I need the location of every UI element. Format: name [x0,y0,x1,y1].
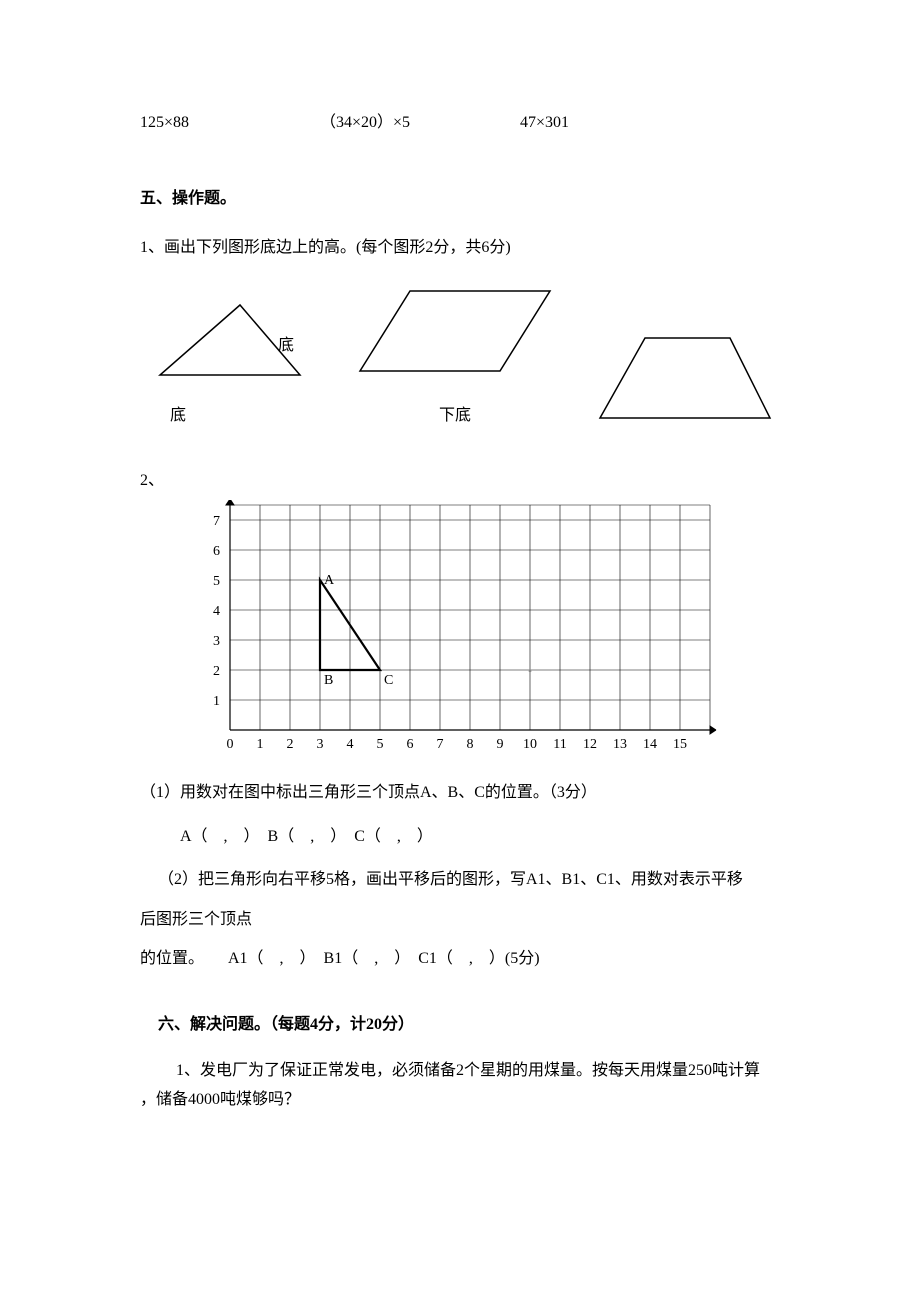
q5-2-head: 2、 [140,468,780,494]
svg-text:C: C [384,673,393,688]
triangle-bottom-label: 底 [170,403,186,429]
section-6-title: 六、解决问题。（每题4分，计20分） [158,1012,780,1038]
shapes-row: 底 底 下底 [140,281,780,429]
q5-1-text: 1、画出下列图形底边上的高。(每个图形2分，共6分) [140,235,780,261]
svg-text:3: 3 [317,737,324,752]
svg-text:0: 0 [227,737,234,752]
expr-2: （34×20）×5 [320,110,520,136]
page-root: 125×88 （34×20）×5 47×301 五、操作题。 1、画出下列图形底… [0,0,920,1193]
expr-1: 125×88 [140,110,320,136]
q5-2-sub2a: （2）把三角形向右平移5格，画出平移后的图形，写A1、B1、C1、用数对表示平移 [158,867,780,893]
expr-3: 47×301 [520,110,670,136]
expression-row: 125×88 （34×20）×5 47×301 [140,110,780,136]
grid-chart-wrap: 01234567891011121314151234567ABC▪ [190,500,780,760]
svg-text:12: 12 [583,737,597,752]
svg-text:2: 2 [213,664,220,679]
parallelogram-block: 下底 [350,281,560,429]
trapezoid-shape [590,328,780,428]
q5-2-sub2-ans: 的位置。 A1（ , ） B1（ , ） C1（ , ）(5分) [140,946,780,972]
svg-text:A: A [324,573,335,588]
parallelogram-shape [350,281,560,381]
q6-1-line1: 1、发电厂为了保证正常发电，必须储备2个星期的用煤量。按每天用煤量250吨计算 [176,1058,780,1084]
svg-text:10: 10 [523,737,537,752]
svg-text:5: 5 [377,737,384,752]
svg-text:8: 8 [467,737,474,752]
svg-text:15: 15 [673,737,687,752]
svg-text:B: B [324,673,333,688]
svg-text:6: 6 [213,544,220,559]
section-5-title: 五、操作题。 [140,186,780,212]
svg-text:1: 1 [257,737,264,752]
svg-text:5: 5 [213,574,220,589]
svg-text:7: 7 [213,514,220,529]
svg-text:11: 11 [553,737,566,752]
svg-text:9: 9 [497,737,504,752]
svg-text:底: 底 [278,336,294,354]
trapezoid-block [590,328,780,428]
q5-2-sub1: （1）用数对在图中标出三角形三个顶点A、B、C的位置。（3分） [140,780,780,806]
svg-text:14: 14 [643,737,657,752]
parallelogram-bottom-label: 下底 [439,403,471,429]
svg-text:13: 13 [613,737,627,752]
triangle-shape: 底 [140,295,320,395]
q6-1-line2: ，储备4000吨煤够吗？ [140,1087,780,1113]
q5-2-sub2b: 后图形三个顶点 [140,907,780,933]
grid-chart: 01234567891011121314151234567ABC▪ [190,500,730,760]
svg-text:2: 2 [287,737,294,752]
svg-text:7: 7 [437,737,444,752]
q5-2-sub1-ans: A（ , ） B（ , ） C（ , ） [180,824,780,850]
svg-text:1: 1 [213,694,220,709]
svg-text:3: 3 [213,634,220,649]
svg-text:4: 4 [213,604,220,619]
svg-text:▪: ▪ [528,666,532,677]
triangle-block: 底 底 [140,295,320,429]
svg-text:4: 4 [347,737,354,752]
svg-text:6: 6 [407,737,414,752]
